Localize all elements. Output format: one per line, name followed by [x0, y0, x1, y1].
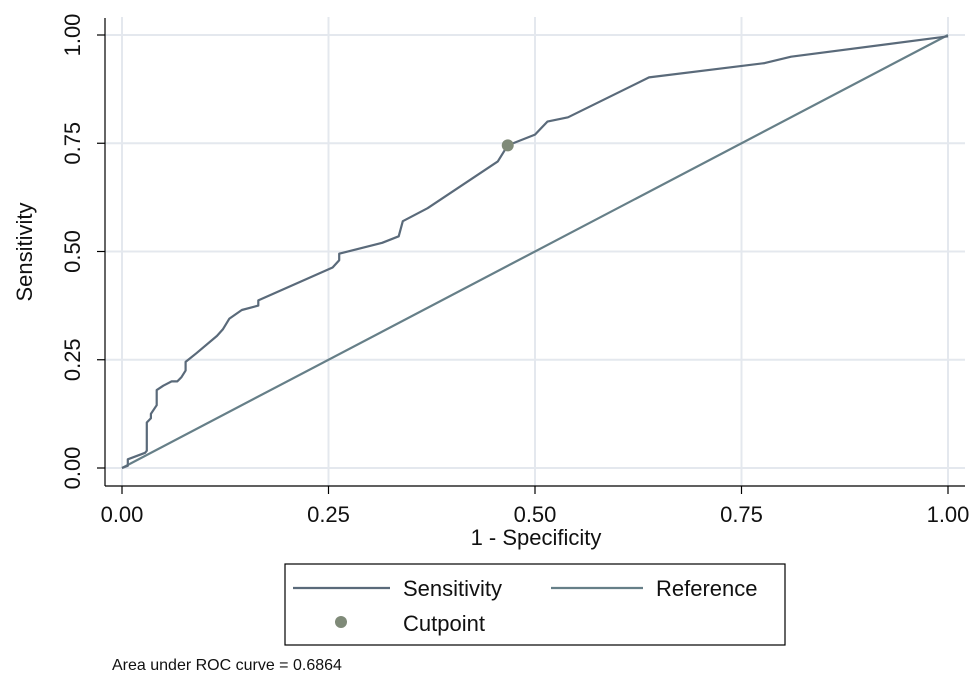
cutpoint-marker [501, 139, 514, 152]
y-tick-label-3: 0.75 [60, 122, 85, 165]
legend-sensitivity-label: Sensitivity [403, 576, 502, 601]
legend-reference-label: Reference [656, 576, 758, 601]
y-tick-label-0: 0.00 [60, 447, 85, 490]
y-tick-label-4: 1.00 [60, 14, 85, 57]
y-tick-label-2: 0.50 [60, 230, 85, 273]
x-tick-label-2: 0.50 [514, 502, 557, 527]
legend-cutpoint-label: Cutpoint [403, 611, 485, 636]
auc-footnote: Area under ROC curve = 0.6864 [112, 657, 342, 674]
legend: Sensitivity Reference Cutpoint [284, 563, 786, 646]
x-axis-ticks: 0.00 0.25 0.50 0.75 1.00 [101, 486, 970, 527]
legend-box [284, 563, 786, 646]
x-axis-title: 1 - Specificity [471, 525, 602, 550]
series-reference-line [121, 34, 949, 469]
x-tick-label-3: 0.75 [720, 502, 763, 527]
legend-cutpoint-swatch [335, 616, 347, 628]
x-tick-label-1: 0.25 [307, 502, 350, 527]
y-axis-title: Sensitivity [12, 202, 37, 301]
y-tick-label-1: 0.25 [60, 338, 85, 381]
plot-lines [121, 34, 949, 470]
series-sensitivity-line [121, 35, 949, 470]
x-tick-label-4: 1.00 [927, 502, 970, 527]
x-tick-label-0: 0.00 [101, 502, 144, 527]
grid [105, 17, 965, 486]
y-axis-ticks: 0.00 0.25 0.50 0.75 1.00 [60, 14, 105, 490]
